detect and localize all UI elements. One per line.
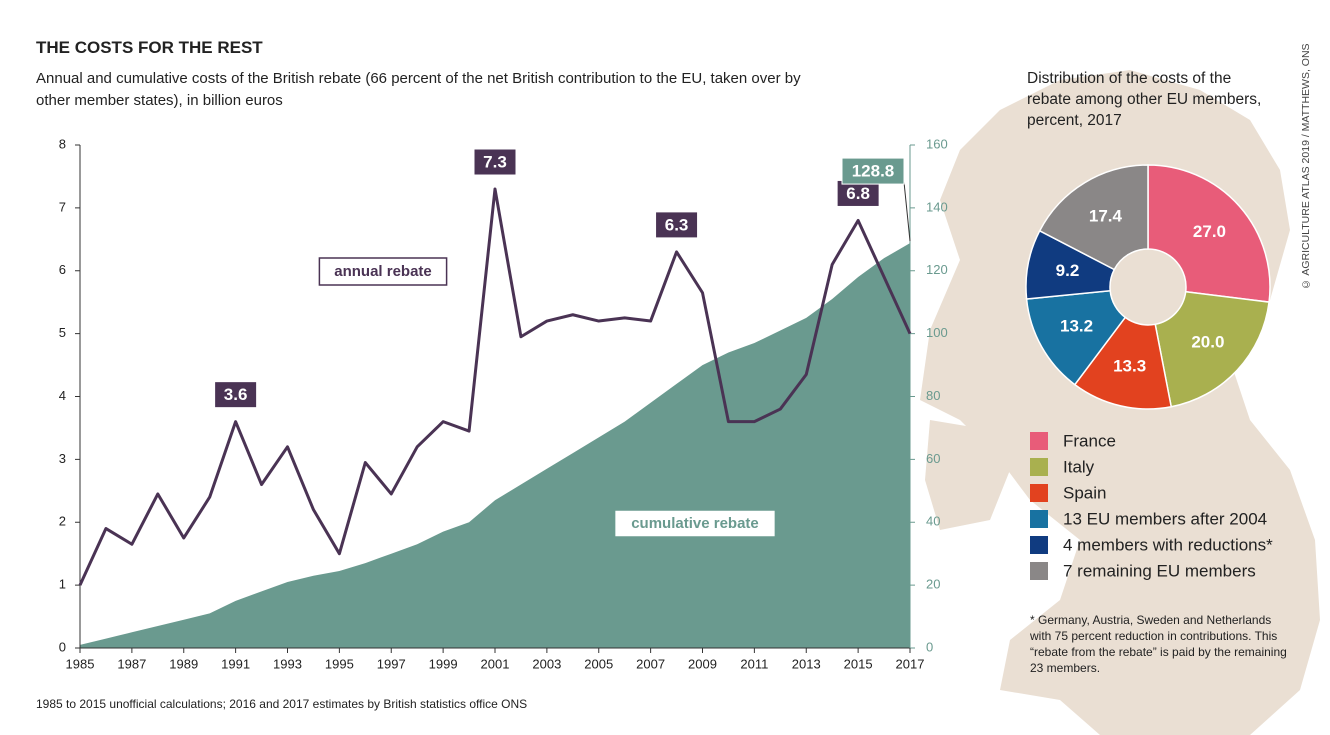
y-tick-label: 8 (59, 136, 66, 151)
donut-slice (1073, 316, 1173, 410)
y2-tick-label: 20 (926, 577, 940, 592)
value-label-box (473, 148, 517, 176)
y-tick-label: 1 (59, 577, 66, 592)
value-label: 6.3 (665, 215, 689, 234)
donut-slice (1038, 164, 1149, 271)
area (80, 243, 910, 648)
slice-label: 13.2 (1060, 317, 1093, 336)
y-tick-label: 3 (59, 451, 66, 466)
x-tick-label: 2011 (740, 656, 768, 671)
x-tick-label: 1987 (117, 656, 146, 671)
y2-tick-label: 120 (926, 262, 948, 277)
value-label: 6.8 (846, 184, 870, 203)
y-tick-label: 5 (59, 325, 66, 340)
x-tick-label: 2001 (481, 656, 510, 671)
y-tick-label: 7 (59, 199, 66, 214)
value-label: 7.3 (483, 152, 507, 171)
slice-label: 27.0 (1193, 222, 1226, 241)
x-tick-label: 1989 (169, 656, 198, 671)
y2-tick-label: 40 (926, 514, 940, 529)
value-label: 3.6 (224, 385, 248, 404)
legend-label: 4 members with reductions* (1063, 535, 1273, 554)
legend-label: Spain (1063, 483, 1106, 502)
legend-swatch (1030, 536, 1048, 554)
chart-note: 1985 to 2015 unofficial calculations; 20… (36, 697, 528, 711)
y2-tick-label: 60 (926, 451, 940, 466)
x-tick-label: 1991 (221, 656, 250, 671)
legend-label: 13 EU members after 2004 (1063, 509, 1267, 528)
legend-swatch (1030, 432, 1048, 450)
x-tick-label: 1997 (377, 656, 406, 671)
slice-label: 13.3 (1113, 356, 1146, 375)
chart-subtitle: Annual and cumulative costs of the Briti… (36, 70, 801, 109)
x-tick-label: 1995 (325, 656, 354, 671)
x-tick-label: 2003 (532, 656, 561, 671)
legend-label: 7 remaining EU members (1063, 561, 1256, 580)
series-label-box (318, 257, 448, 286)
y2-tick-label: 160 (926, 136, 948, 151)
x-tick-label: 2017 (896, 656, 925, 671)
x-tick-label: 2005 (584, 656, 613, 671)
credit: © AGRICULTURE ATLAS 2019 / MATTHEWS, ONS (1300, 43, 1312, 290)
y-tick-label: 6 (59, 262, 66, 277)
x-tick-label: 1993 (273, 656, 302, 671)
series-label-box (613, 509, 777, 538)
x-tick-label: 2013 (792, 656, 821, 671)
legend-swatch (1030, 484, 1048, 502)
y-tick-label: 2 (59, 514, 66, 529)
value-label-box (841, 157, 905, 185)
slice-label: 20.0 (1191, 332, 1224, 351)
legend-swatch (1030, 458, 1048, 476)
x-tick-label: 1999 (429, 656, 458, 671)
pie-title: Distribution of the costs of the rebate … (1027, 70, 1262, 129)
value-label-box (214, 381, 258, 409)
series-label: cumulative rebate (631, 515, 759, 532)
pie-note: * Germany, Austria, Sweden and Netherlan… (1030, 613, 1287, 675)
legend-label: Italy (1063, 457, 1095, 476)
value-label: 128.8 (852, 162, 895, 181)
donut-slice (1147, 164, 1271, 303)
legend-label: France (1063, 431, 1116, 450)
y-tick-label: 4 (59, 388, 66, 403)
y2-tick-label: 80 (926, 388, 940, 403)
donut-slice (1154, 290, 1270, 408)
label-leader (903, 182, 911, 242)
chart-title: THE COSTS FOR THE REST (36, 38, 263, 57)
map-background (925, 420, 1010, 530)
x-tick-label: 1985 (66, 656, 95, 671)
x-tick-label: 2015 (844, 656, 873, 671)
y2-tick-label: 0 (926, 639, 933, 654)
line (78, 187, 912, 586)
y-tick-label: 0 (59, 639, 66, 654)
y2-tick-label: 100 (926, 325, 948, 340)
y2-tick-label: 140 (926, 199, 948, 214)
legend-swatch (1030, 562, 1048, 580)
series-label: annual rebate (334, 263, 432, 280)
slice-label: 9.2 (1056, 261, 1080, 280)
legend-swatch (1030, 510, 1048, 528)
value-label-box (655, 211, 699, 239)
value-label-box (836, 179, 880, 207)
x-tick-label: 2007 (636, 656, 665, 671)
x-tick-label: 2009 (688, 656, 717, 671)
slice-label: 17.4 (1089, 206, 1123, 225)
